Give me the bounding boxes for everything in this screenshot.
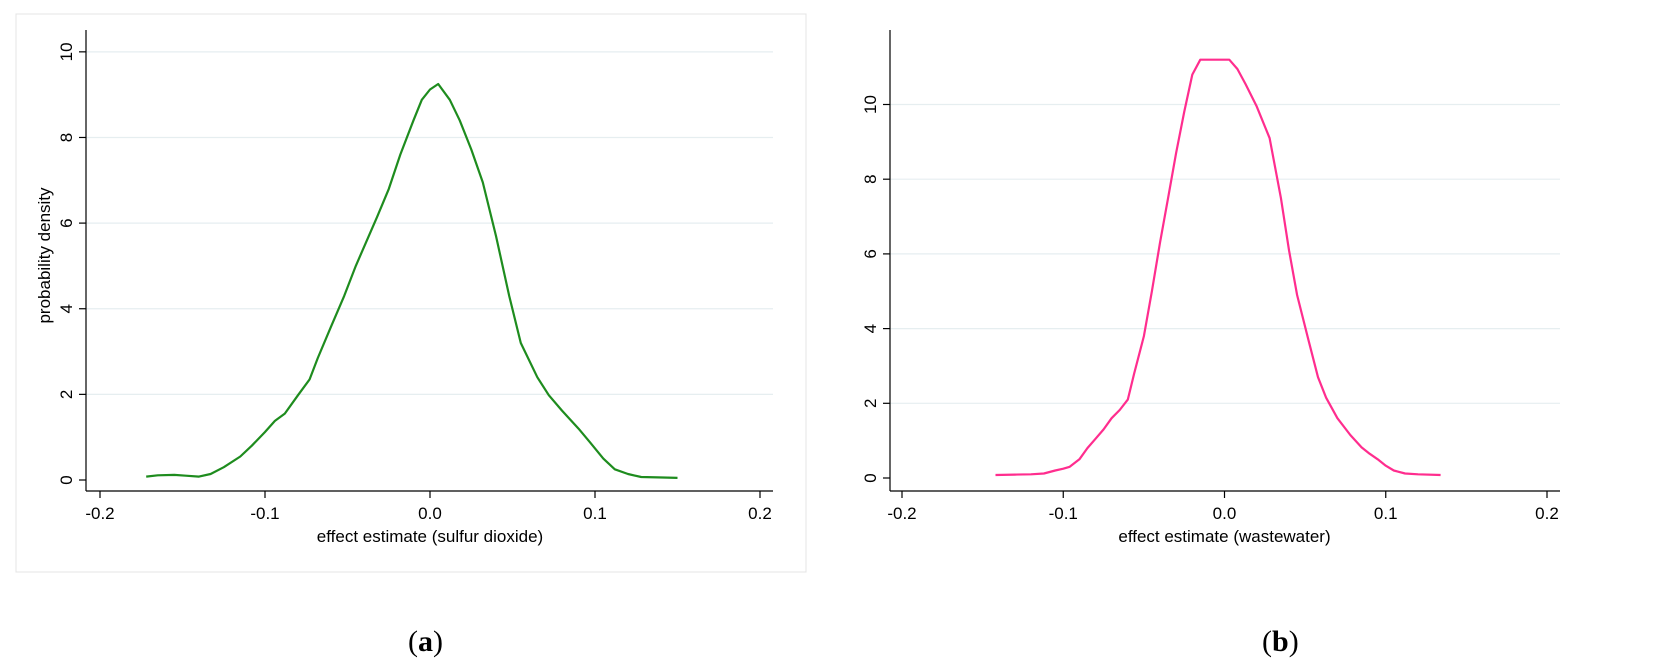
x-tick-label: 0.1 [583,504,607,523]
y-tick-label: 2 [57,390,76,399]
y-axis-title: probability density [35,187,54,324]
x-tick-label: -0.2 [85,504,114,523]
density-chart-sulfur-dioxide: 0 2 4 6 8 10 -0.2 -0.1 0.0 0.1 0.2 effect estimate … [15,13,807,573]
y-tick-label: 4 [57,304,76,313]
x-tick-label: 0.2 [748,504,772,523]
x-tick-label: 0.1 [1374,504,1398,523]
chart-frame [15,13,807,573]
x-axis-title: effect estimate (sulfur dioxide) [317,527,543,546]
y-tick-label: 8 [861,174,880,183]
caption-b: (b) [1262,625,1299,658]
caption-a: (a) [408,625,443,658]
density-curve-sulfur-dioxide [146,82,678,479]
y-tick-label: 0 [57,475,76,484]
x-tick-label: -0.1 [1049,504,1078,523]
y-tick-label: 6 [861,249,880,258]
x-tick-label: -0.2 [887,504,916,523]
x-tick-label: 0.0 [1213,504,1237,523]
chart-panel-b: 0 2 4 6 8 10 -0.2 -0.1 0.0 0.1 0.2 effect estimate … [860,0,1674,600]
y-tick-label: 4 [861,324,880,333]
x-axis-title: effect estimate (wastewater) [1118,527,1330,546]
x-tick-label: 0.2 [1535,504,1559,523]
density-chart-wastewater: 0 2 4 6 8 10 -0.2 -0.1 0.0 0.1 0.2 effect estimate … [861,30,1560,546]
y-tick-label: 0 [861,473,880,482]
y-tick-label: 8 [57,133,76,142]
x-tick-label: 0.0 [418,504,442,523]
y-tick-label: 2 [861,399,880,408]
y-tick-label: 10 [57,42,76,61]
y-tick-label: 6 [57,218,76,227]
y-tick-label: 10 [861,95,880,114]
density-curve-wastewater [995,58,1441,477]
x-tick-label: -0.1 [250,504,279,523]
chart-panel-a: 0 2 4 6 8 10 -0.2 -0.1 0.0 0.1 0.2 effect estimate … [0,0,850,600]
